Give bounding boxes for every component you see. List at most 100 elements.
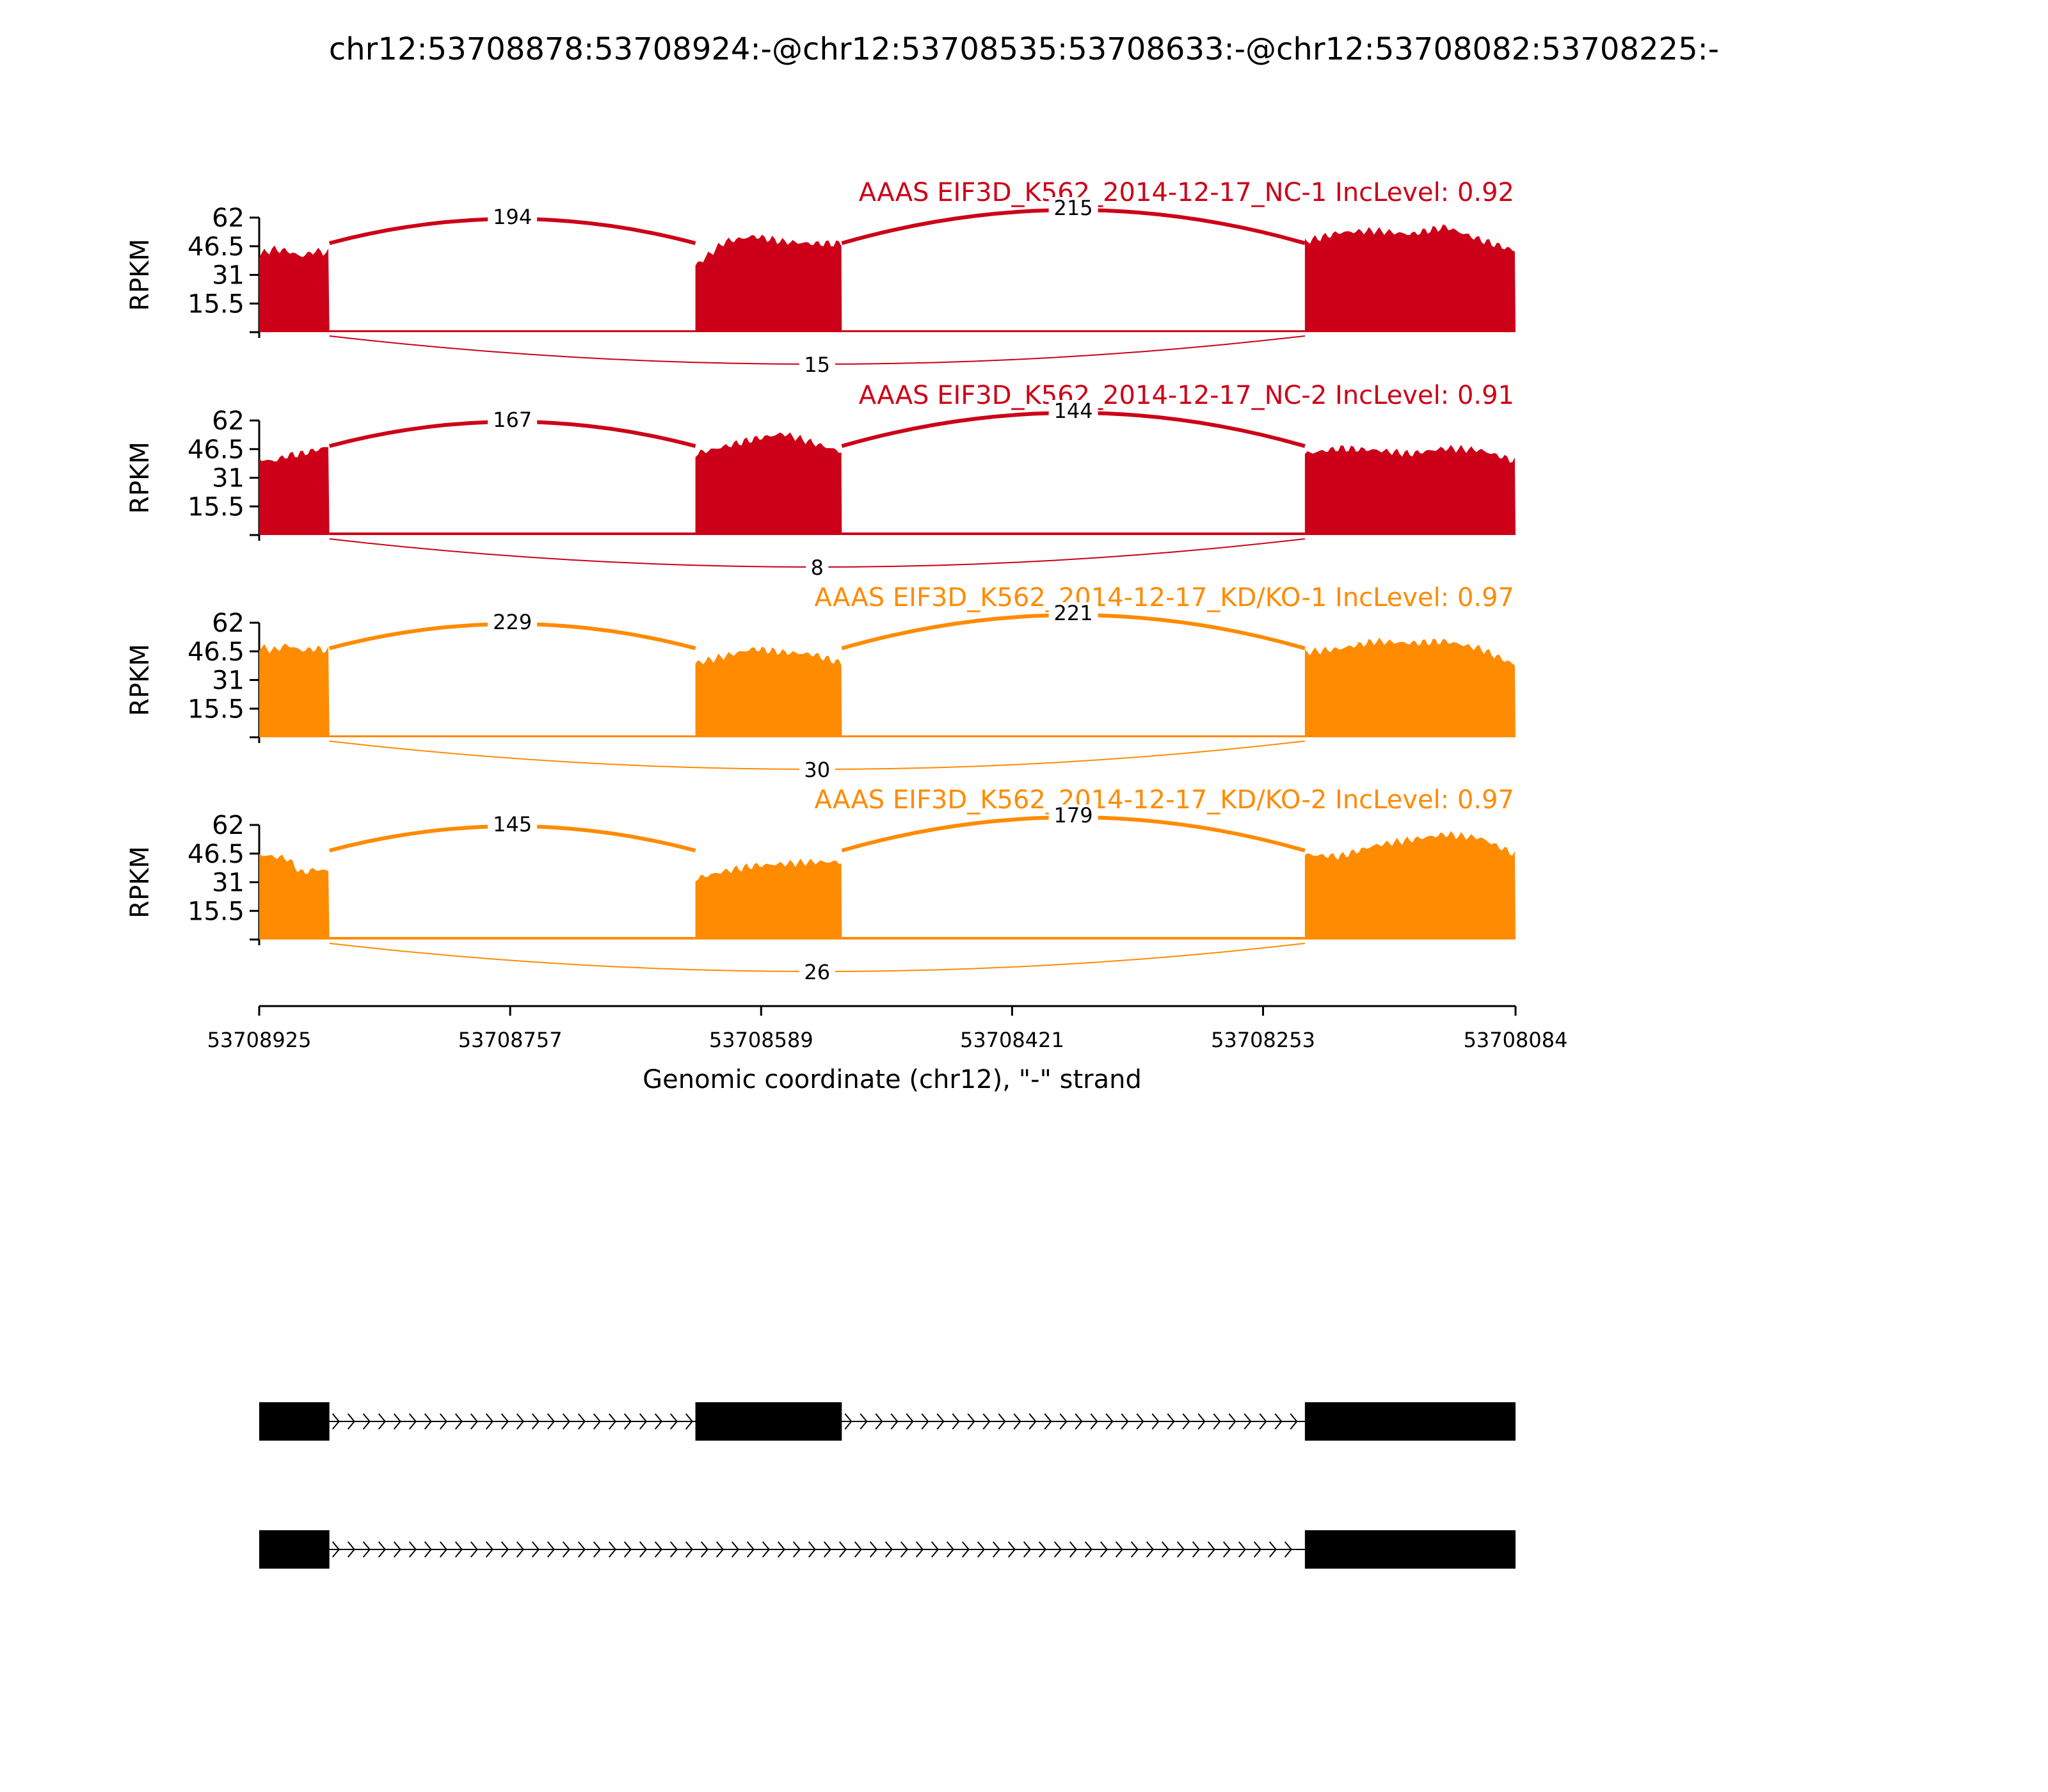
strand-arrow [915, 1541, 924, 1558]
strand-arrow [1167, 1413, 1175, 1430]
junction-skip-label-bg [799, 758, 835, 780]
y-tick-label: 15.5 [188, 289, 244, 319]
strand-arrow [1115, 1541, 1124, 1558]
strand-arrow [577, 1413, 586, 1430]
strand-arrow [1238, 1541, 1247, 1558]
strand-arrow [332, 1413, 340, 1430]
x-tick-label: 53708084 [1464, 1028, 1568, 1052]
y-tick-label: 31 [212, 868, 244, 898]
strand-arrow [393, 1413, 402, 1430]
exon-block [695, 1402, 842, 1441]
strand-arrow [746, 1541, 755, 1558]
strand-arrow [1100, 1541, 1108, 1558]
strand-arrow [977, 1541, 986, 1558]
strand-arrow [1007, 1541, 1016, 1558]
strand-arrow [884, 1541, 893, 1558]
strand-arrow [516, 1541, 525, 1558]
strand-arrow [593, 1541, 602, 1558]
y-axis-label: RPKM [125, 442, 155, 514]
strand-arrow [608, 1541, 617, 1558]
strand-arrow [777, 1541, 786, 1558]
x-tick-label: 53708253 [1211, 1028, 1315, 1052]
strand-arrow [1207, 1541, 1216, 1558]
junction-skip-label: 8 [811, 556, 824, 580]
strand-arrow [654, 1541, 663, 1558]
strand-arrow [900, 1541, 909, 1558]
strand-arrow [639, 1541, 648, 1558]
strand-arrow [1228, 1413, 1236, 1430]
strand-arrow [408, 1541, 417, 1558]
y-tick-label: 62 [212, 609, 244, 638]
strand-arrow [936, 1413, 945, 1430]
strand-arrow [700, 1541, 709, 1558]
strand-arrow [792, 1541, 801, 1558]
y-tick-label: 15.5 [188, 694, 244, 724]
junction-upstream-label: 167 [493, 408, 532, 432]
y-tick-label: 62 [212, 204, 244, 233]
exon-coverage-3 [1304, 445, 1516, 535]
strand-arrow [854, 1541, 863, 1558]
exon-coverage-2 [695, 858, 842, 940]
exon-block [1304, 1402, 1516, 1441]
junction-upstream-label-bg [488, 813, 538, 834]
figure-title: chr12:53708878:53708924:-@chr12:53708535… [329, 31, 1719, 67]
strand-arrow [1075, 1413, 1083, 1430]
strand-arrow [639, 1413, 648, 1430]
strand-arrow [1090, 1413, 1098, 1430]
junction-downstream-label: 179 [1054, 803, 1093, 828]
strand-arrow [906, 1413, 914, 1430]
junction-downstream-label-bg [1048, 400, 1098, 420]
strand-arrow [982, 1413, 991, 1430]
sample-title: AAAS EIF3D_K562_2014-12-17_KD/KO-1 IncLe… [814, 583, 1514, 612]
intron-coverage-2 [842, 532, 1305, 535]
junction-upstream-label-bg [488, 409, 538, 429]
strand-arrow [844, 1413, 852, 1430]
junction-upstream-label-bg [488, 611, 538, 632]
strand-arrow [1284, 1541, 1293, 1558]
strand-arrow [823, 1541, 832, 1558]
junction-upstream-label: 194 [493, 205, 532, 229]
intron-coverage-1 [329, 330, 696, 332]
strand-arrow [547, 1541, 556, 1558]
strand-arrow [961, 1541, 970, 1558]
exon-coverage-3 [1304, 224, 1516, 332]
strand-arrow [1268, 1541, 1277, 1558]
strand-arrow [623, 1413, 632, 1430]
strand-arrow [439, 1413, 448, 1430]
junction-skip-label: 15 [804, 353, 830, 377]
strand-arrow [1182, 1413, 1190, 1430]
exon-block [259, 1530, 330, 1569]
intron-coverage-2 [842, 330, 1305, 332]
strand-arrow [1059, 1413, 1068, 1430]
junction-downstream-label-bg [1048, 197, 1098, 218]
transcript-skipping [259, 1530, 1516, 1569]
y-tick-label: 15.5 [188, 897, 244, 926]
gene-model [259, 1402, 1516, 1569]
strand-arrow [547, 1413, 556, 1430]
strand-arrow [393, 1541, 402, 1558]
strand-arrow [931, 1541, 940, 1558]
junction-downstream-label: 144 [1054, 399, 1093, 423]
strand-arrow [1151, 1413, 1160, 1430]
y-tick-label: 46.5 [188, 232, 244, 262]
intron-coverage-1 [329, 532, 696, 535]
strand-arrow [454, 1413, 463, 1430]
strand-arrow [921, 1413, 929, 1430]
y-tick-label: 31 [212, 261, 244, 291]
strand-arrow [439, 1541, 448, 1558]
strand-arrow [992, 1541, 1001, 1558]
junction-upstream-label-bg [488, 206, 538, 227]
junction-skip-label: 30 [804, 758, 830, 782]
intron-coverage-1 [329, 937, 696, 940]
strand-arrow [1290, 1413, 1298, 1430]
strand-arrow [716, 1541, 724, 1558]
strand-arrow [408, 1413, 417, 1430]
strand-arrow [500, 1541, 509, 1558]
strand-arrow [1161, 1541, 1170, 1558]
strand-arrow [731, 1541, 740, 1558]
junction-downstream-label-bg [1048, 804, 1098, 825]
